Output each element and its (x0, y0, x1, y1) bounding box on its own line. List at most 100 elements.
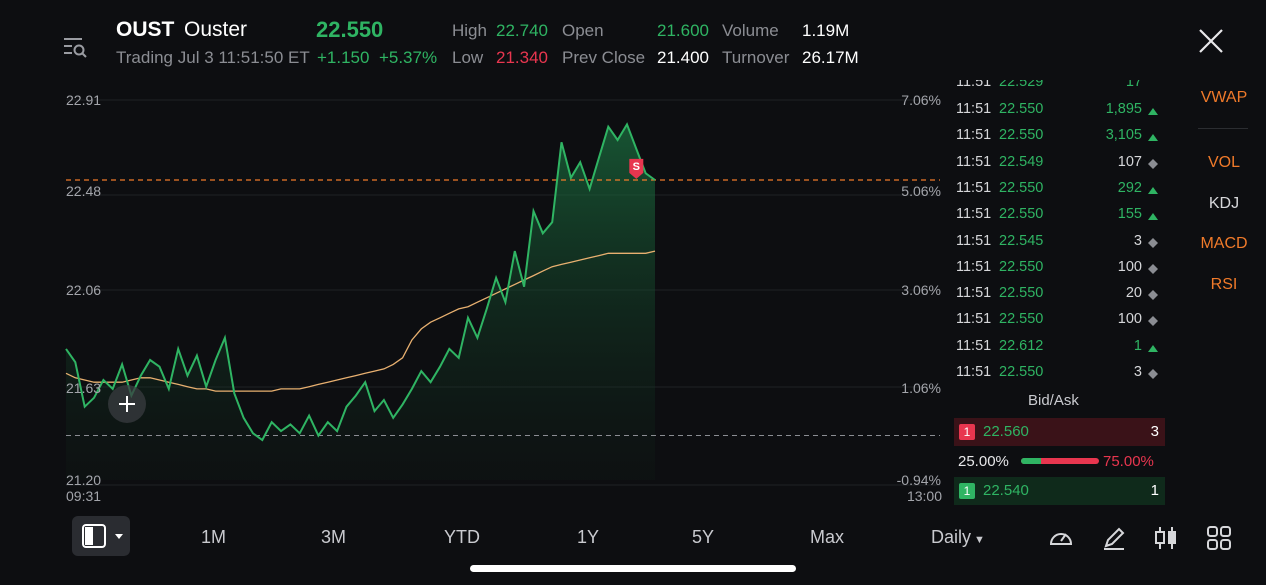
trade-row: 11:51 22.549 107 (952, 150, 1164, 176)
trade-volume: 107 (1117, 153, 1142, 170)
trade-price: 22.550 (999, 179, 1044, 196)
trade-row: 11:51 22.612 1 (952, 334, 1164, 360)
x-start-label: 09:31 (66, 488, 101, 504)
uptick-icon (1148, 186, 1158, 194)
trade-price: 22.550 (999, 101, 1044, 117)
indicator-divider (1198, 128, 1248, 129)
trade-volume: 1,895 (1105, 101, 1142, 117)
caret-down-icon: ▼ (974, 534, 985, 546)
trade-row: 11:51 22.529 17 (956, 80, 1142, 90)
range-1m[interactable]: 1M (201, 527, 227, 547)
range-5y[interactable]: 5Y (692, 527, 715, 547)
ask-price: 22.560 (983, 423, 1029, 440)
indicator-vwap[interactable]: VWAP (1200, 89, 1248, 106)
open-label: Open (562, 21, 604, 40)
bid-ratio: 25.00% (958, 453, 1009, 470)
neutral-tick-icon (1148, 290, 1158, 301)
open-value: 21.600 (657, 21, 709, 40)
trade-price: 22.550 (999, 311, 1044, 328)
high-value: 22.740 (496, 21, 548, 40)
speedometer-icon[interactable] (1047, 524, 1075, 552)
trade-price: 22.550 (999, 285, 1044, 302)
bid-qty: 1 (1150, 482, 1159, 499)
ask-row: 1 22.560 3 (954, 418, 1165, 446)
y-right-tick-label: -0.94% (897, 472, 941, 488)
trade-volume: 1 (1133, 337, 1142, 354)
range-ytd[interactable]: YTD (444, 527, 480, 547)
time-and-sales[interactable]: 11:51 22.529 17 11:51 22.550 1,895 11:51 22.… (952, 80, 1166, 384)
trade-time: 11:51 (956, 337, 992, 354)
y-left-tick-label: 22.06 (66, 282, 101, 298)
trade-price: 22.549 (999, 153, 1044, 170)
y-right-tick-label: 3.06% (901, 282, 941, 298)
neutral-tick-icon (1148, 263, 1158, 274)
trade-price: 22.550 (999, 258, 1044, 275)
indicator-macd[interactable]: MACD (1200, 235, 1248, 252)
ask-qty: 3 (1150, 423, 1159, 440)
list-search-icon[interactable] (62, 34, 88, 60)
pencil-icon[interactable] (1100, 524, 1128, 552)
range-3m[interactable]: 3M (321, 527, 347, 547)
trade-volume: 155 (1117, 206, 1142, 223)
indicator-vol[interactable]: VOL (1207, 154, 1240, 171)
trade-time: 11:51 (956, 364, 992, 380)
bid-ask-title: Bid/Ask (1028, 392, 1079, 409)
indicator-kdj[interactable]: KDJ (1208, 195, 1240, 212)
trade-price: 22.612 (999, 337, 1044, 354)
crosshair-button[interactable] (108, 385, 146, 423)
y-left-tick-label: 22.48 (66, 183, 101, 199)
turnover-value: 26.17M (802, 48, 859, 67)
close-icon[interactable] (1196, 26, 1226, 56)
trade-volume: 292 (1117, 179, 1142, 196)
trade-volume: 3 (1133, 364, 1142, 380)
trade-volume: 3 (1133, 232, 1142, 249)
trade-row: 11:51 22.550 100 (952, 255, 1164, 281)
indicator-rsi[interactable]: RSI (1210, 276, 1238, 293)
uptick-icon (1148, 108, 1158, 115)
trade-row: 11:51 22.550 3 (952, 360, 1164, 384)
uptick-icon (1148, 134, 1158, 142)
last-price: 22.550 (316, 17, 384, 42)
low-label: Low (452, 48, 484, 67)
home-indicator (470, 565, 796, 572)
uptick-icon (1148, 213, 1158, 221)
price-change: +1.150 +5.37% (317, 48, 438, 67)
trade-time: 11:51 (956, 285, 992, 302)
trade-row: 11:51 22.550 100 (952, 307, 1164, 333)
trade-row: 11:51 22.550 155 (952, 202, 1164, 228)
trade-time: 11:51 (956, 101, 992, 117)
trade-volume: 20 (1125, 285, 1142, 302)
trade-price: 22.545 (999, 232, 1044, 249)
range-1y[interactable]: 1Y (577, 527, 600, 547)
trade-time: 11:51 (956, 206, 992, 223)
prev-close-label: Prev Close (562, 48, 646, 67)
period-dropdown[interactable]: Daily ▼ (931, 527, 985, 547)
volume-value: 1.19M (802, 21, 850, 40)
trade-row: 11:51 22.545 3 (952, 229, 1164, 255)
trade-marker[interactable]: S (629, 158, 644, 179)
company-name: Ouster (184, 18, 248, 41)
range-max[interactable]: Max (810, 527, 845, 547)
bid-row: 1 22.540 1 (954, 477, 1165, 505)
high-label: High (452, 21, 487, 40)
y-left-tick-label: 21.20 (66, 472, 101, 488)
candlestick-icon[interactable] (1152, 524, 1180, 552)
intraday-chart[interactable]: 22.91 22.48 22.06 21.63 21.20 7.06% 5.06% 3.06%… (0, 80, 950, 510)
neutral-tick-icon (1148, 158, 1158, 169)
layout-icon (82, 524, 123, 548)
price-line (65, 122, 656, 442)
neutral-tick-icon (1148, 316, 1158, 327)
vwap-line (65, 250, 656, 392)
neutral-tick-icon (1148, 369, 1158, 379)
price-area-fill (66, 124, 655, 481)
trade-price: 22.550 (999, 206, 1044, 223)
grid-apps-icon[interactable] (1205, 524, 1233, 552)
trade-row: 11:51 22.550 3,105 (952, 123, 1164, 149)
sell-marker-label: S (633, 161, 640, 173)
trade-row: 11:51 22.550 1,895 (952, 97, 1164, 123)
trade-time: 11:51 (956, 153, 992, 170)
chart-layout-button[interactable] (72, 516, 130, 556)
turnover-label: Turnover (722, 48, 790, 67)
ask-level-badge: 1 (959, 424, 975, 440)
x-end-label: 13:00 (907, 488, 942, 504)
